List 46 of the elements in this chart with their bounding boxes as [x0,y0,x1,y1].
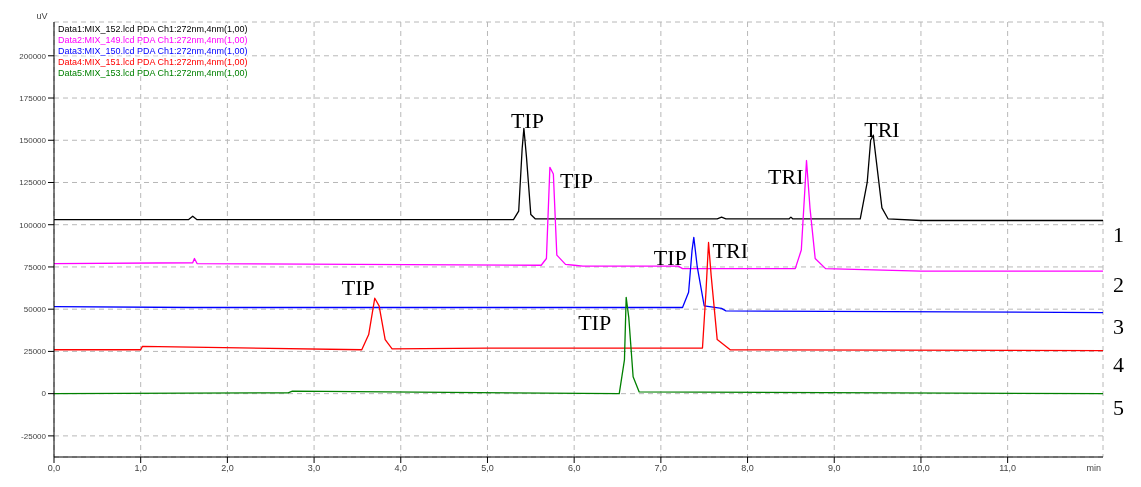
y-tick-label: 150000 [19,136,47,146]
annotation: TIP [653,245,687,271]
text: 5 [1113,394,1124,420]
text: 4 [1113,351,1124,377]
line-series [54,236,1103,314]
annotation: TRI [712,238,748,264]
annotation: TRI [768,163,804,189]
text: Data3:MIX_150.lcd PDA Ch1:272nm,4nm(1,00) [58,46,248,56]
x-tick-label: 3,0 [307,463,321,474]
text: Data1:MIX_152.lcd PDA Ch1:272nm,4nm(1,00) [58,24,248,34]
text: 1 [1113,221,1124,247]
x-tick-label: 4,0 [394,463,408,474]
y-tick-label: 0 [41,389,47,399]
x-tick-label: 7,0 [654,463,668,474]
annotation: TIP [341,275,375,301]
x-tick-label: 2,0 [221,463,234,474]
y-tick-label: 25000 [23,347,47,357]
x-tick-label: 9,0 [827,463,841,474]
annotation: TIP [510,108,544,134]
y-tick-label: -25000 [21,431,47,441]
text: 3 [1113,313,1124,339]
annotation: TIP [559,168,593,194]
x-tick-label: 5,0 [481,463,494,474]
x-tick-label: 6,0 [567,463,581,474]
x-tick-label: 10,0 [912,463,930,474]
x-tick-label: 0,0 [47,463,61,474]
x-tick-label: 1,0 [134,463,147,474]
line-series [54,296,1103,395]
annotation: TRI [864,117,900,143]
x-tick-label: 8,0 [741,463,754,474]
y-tick-label: 100000 [19,220,47,230]
y-tick-label: 200000 [19,51,47,61]
text: Data4:MIX_151.lcd PDA Ch1:272nm,4nm(1,00) [58,57,248,67]
x-axis-title: min [1086,463,1101,473]
y-tick-label: 125000 [19,178,47,188]
y-axis-title: uV [36,11,48,21]
y-tick-label: 175000 [19,93,47,103]
y-tick-label: 75000 [23,262,47,272]
text: 2 [1113,272,1124,298]
text: Data2:MIX_149.lcd PDA Ch1:272nm,4nm(1,00) [58,35,248,45]
x-tick-label: 11,0 [999,463,1017,474]
y-tick-label: 50000 [23,305,47,315]
annotation: TIP [578,310,612,336]
text: Data5:MIX_153.lcd PDA Ch1:272nm,4nm(1,00) [58,68,248,78]
line-series [54,241,1103,352]
line-series [54,159,1103,272]
